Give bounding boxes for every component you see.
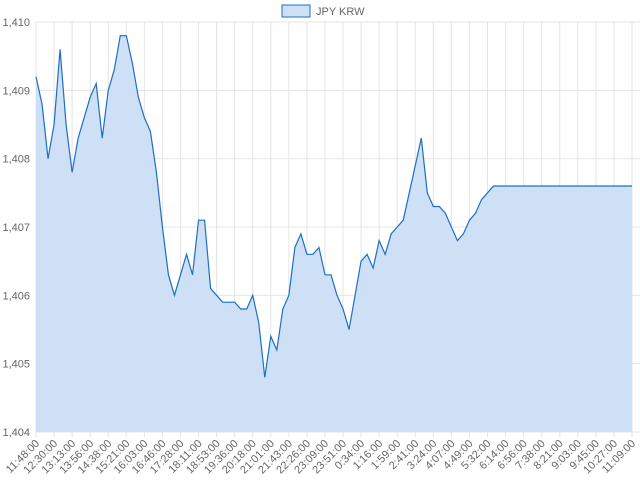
- area: [36, 35, 632, 433]
- y-tick-label: 1,410: [2, 17, 30, 29]
- y-tick-label: 1,405: [2, 359, 30, 371]
- line: [35, 35, 632, 378]
- y-tick-label: 1,407: [2, 222, 30, 234]
- legend-swatch: [281, 4, 311, 18]
- y-tick-label: 1,406: [2, 290, 30, 302]
- y-tick-label: 1,408: [2, 154, 30, 166]
- y-tick-label: 1,404: [2, 427, 30, 439]
- y-tick-label: 1,409: [2, 85, 30, 97]
- legend-label: JPY KRW: [316, 6, 365, 18]
